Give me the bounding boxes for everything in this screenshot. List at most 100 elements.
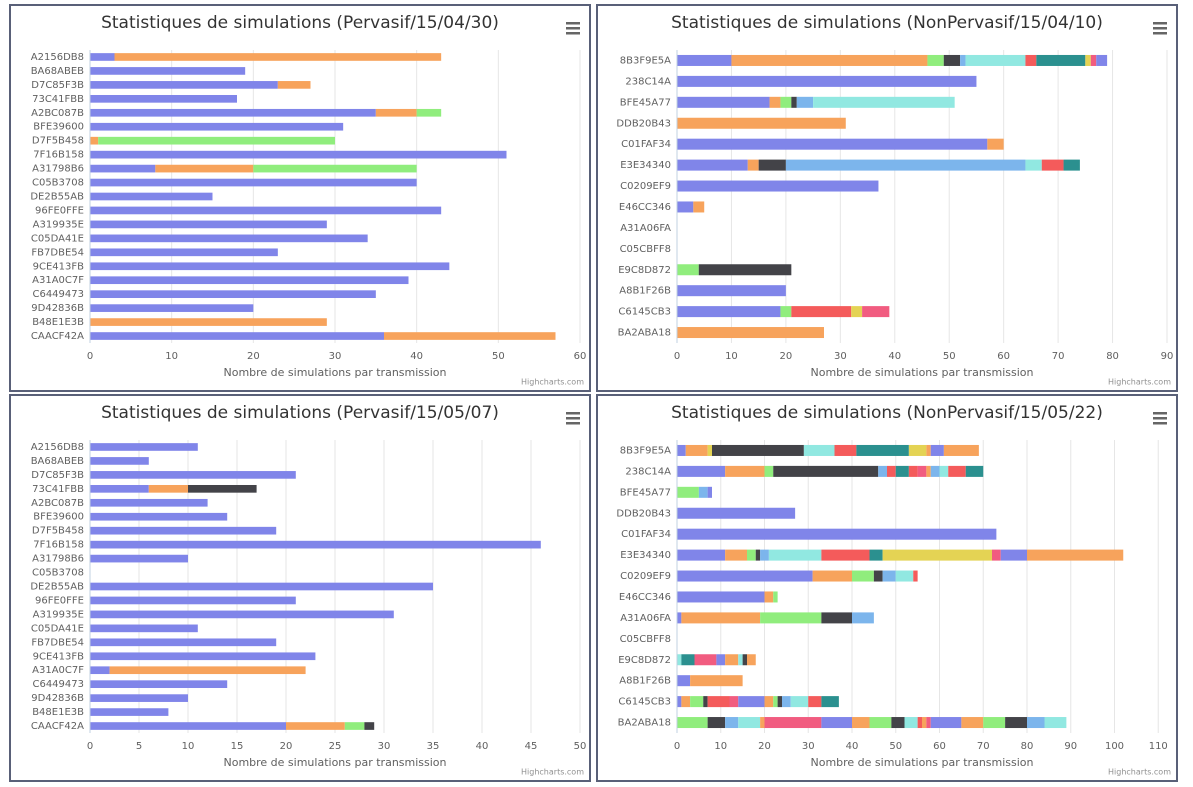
- bar-segment: [742, 654, 747, 666]
- y-tick-label: A2BC087B: [31, 498, 84, 509]
- bar-segment: [90, 262, 450, 271]
- menu-line[interactable]: [1153, 417, 1167, 420]
- bar-segment: [760, 612, 822, 624]
- bar-segment: [1096, 54, 1108, 66]
- y-tick-label: A2BC087B: [31, 108, 84, 119]
- export-menu[interactable]: [566, 412, 580, 425]
- y-tick-label: CAACF42A: [31, 331, 84, 342]
- y-tick-label: B48E1E3B: [32, 317, 84, 328]
- bar-segment: [188, 484, 257, 493]
- bar-segment: [725, 549, 747, 561]
- bar-segment: [895, 465, 909, 477]
- menu-line[interactable]: [566, 412, 580, 415]
- bar-segment: [90, 122, 344, 131]
- bar-segment: [852, 717, 870, 729]
- bar-segment: [90, 624, 198, 633]
- menu-line[interactable]: [1153, 422, 1167, 425]
- bar-segment: [677, 675, 691, 687]
- x-tick-label: 90: [1161, 351, 1174, 362]
- bar-segment: [764, 591, 774, 603]
- bar-segment: [834, 444, 857, 456]
- bar-segment: [90, 248, 278, 257]
- bar-segment: [862, 306, 890, 318]
- menu-line[interactable]: [566, 32, 580, 35]
- credits[interactable]: Highcharts.com: [1108, 378, 1171, 387]
- y-tick-label: E9C8D872: [618, 655, 671, 666]
- x-tick-label: 10: [725, 351, 738, 362]
- bar-segment: [755, 549, 761, 561]
- bar-segment: [926, 465, 931, 477]
- bar-segment: [677, 486, 699, 498]
- bar-segment: [769, 96, 781, 108]
- menu-line[interactable]: [1153, 22, 1167, 25]
- export-menu[interactable]: [566, 22, 580, 35]
- y-tick-label: 8B3F9E5A: [620, 445, 671, 456]
- bar-segment: [930, 717, 962, 729]
- bar-segment: [90, 722, 286, 730]
- bar-segment: [777, 696, 782, 708]
- bar-segment: [803, 444, 835, 456]
- menu-line[interactable]: [1153, 32, 1167, 35]
- bar-segment: [677, 591, 765, 603]
- y-tick-label: DE2B55AB: [30, 192, 84, 203]
- menu-line[interactable]: [566, 22, 580, 25]
- x-tick-label: 40: [846, 741, 859, 752]
- y-tick-label: C01FAF34: [621, 139, 671, 150]
- x-tick-label: 10: [714, 741, 727, 752]
- bar-segment: [738, 696, 765, 708]
- bar-segment: [90, 304, 254, 312]
- x-tick-label: 30: [329, 351, 342, 362]
- y-tick-label: 73C41FBB: [32, 484, 84, 495]
- bar-segment: [90, 94, 237, 103]
- bar-segment: [703, 696, 708, 708]
- x-tick-label: 30: [834, 351, 847, 362]
- x-tick-label: 35: [427, 741, 440, 752]
- bar-segment: [90, 652, 316, 661]
- bar-segment: [416, 108, 442, 117]
- x-axis-title: Nombre de simulations par transmission: [223, 366, 446, 379]
- y-tick-label: D7F5B458: [32, 526, 84, 537]
- y-tick-label: C01FAF34: [621, 529, 671, 540]
- bar-segment: [943, 54, 961, 66]
- export-menu[interactable]: [1153, 22, 1167, 35]
- bar-segment: [887, 465, 896, 477]
- bar-segment: [685, 444, 708, 456]
- bar-segment: [90, 708, 169, 716]
- menu-line[interactable]: [566, 422, 580, 425]
- bar-segment: [712, 444, 804, 456]
- credits[interactable]: Highcharts.com: [1108, 768, 1171, 777]
- bar-segment: [90, 596, 296, 605]
- bar-segment: [808, 696, 822, 708]
- bar-segment: [677, 507, 796, 519]
- menu-line[interactable]: [1153, 412, 1167, 415]
- bar-segment: [943, 444, 979, 456]
- bar-segment: [1044, 717, 1067, 729]
- bar-segment: [738, 654, 743, 666]
- bar-segment: [90, 540, 541, 549]
- bar-segment: [904, 717, 918, 729]
- menu-line[interactable]: [566, 417, 580, 420]
- export-menu[interactable]: [1153, 412, 1167, 425]
- x-tick-label: 10: [165, 351, 178, 362]
- bar-segment: [852, 612, 874, 624]
- credits[interactable]: Highcharts.com: [521, 768, 584, 777]
- x-tick-label: 0: [674, 351, 680, 362]
- bar-segment: [987, 138, 1004, 150]
- chart-panel: Statistiques de simulations (NonPervasif…: [596, 394, 1178, 782]
- bar-segment: [707, 444, 712, 456]
- x-tick-label: 110: [1149, 741, 1168, 752]
- bar-segment: [109, 666, 306, 675]
- bar-segment: [90, 610, 394, 619]
- menu-line[interactable]: [566, 27, 580, 30]
- credits[interactable]: Highcharts.com: [521, 378, 584, 387]
- bar-segment: [677, 285, 786, 297]
- bar-segment: [908, 465, 918, 477]
- y-tick-label: DDB20B43: [616, 118, 671, 129]
- bar-segment: [694, 654, 717, 666]
- y-tick-label: A31A06FA: [620, 223, 671, 234]
- x-tick-label: 20: [780, 351, 793, 362]
- y-tick-label: C0209EF9: [620, 181, 671, 192]
- menu-line[interactable]: [1153, 27, 1167, 30]
- bar-segment: [90, 136, 99, 145]
